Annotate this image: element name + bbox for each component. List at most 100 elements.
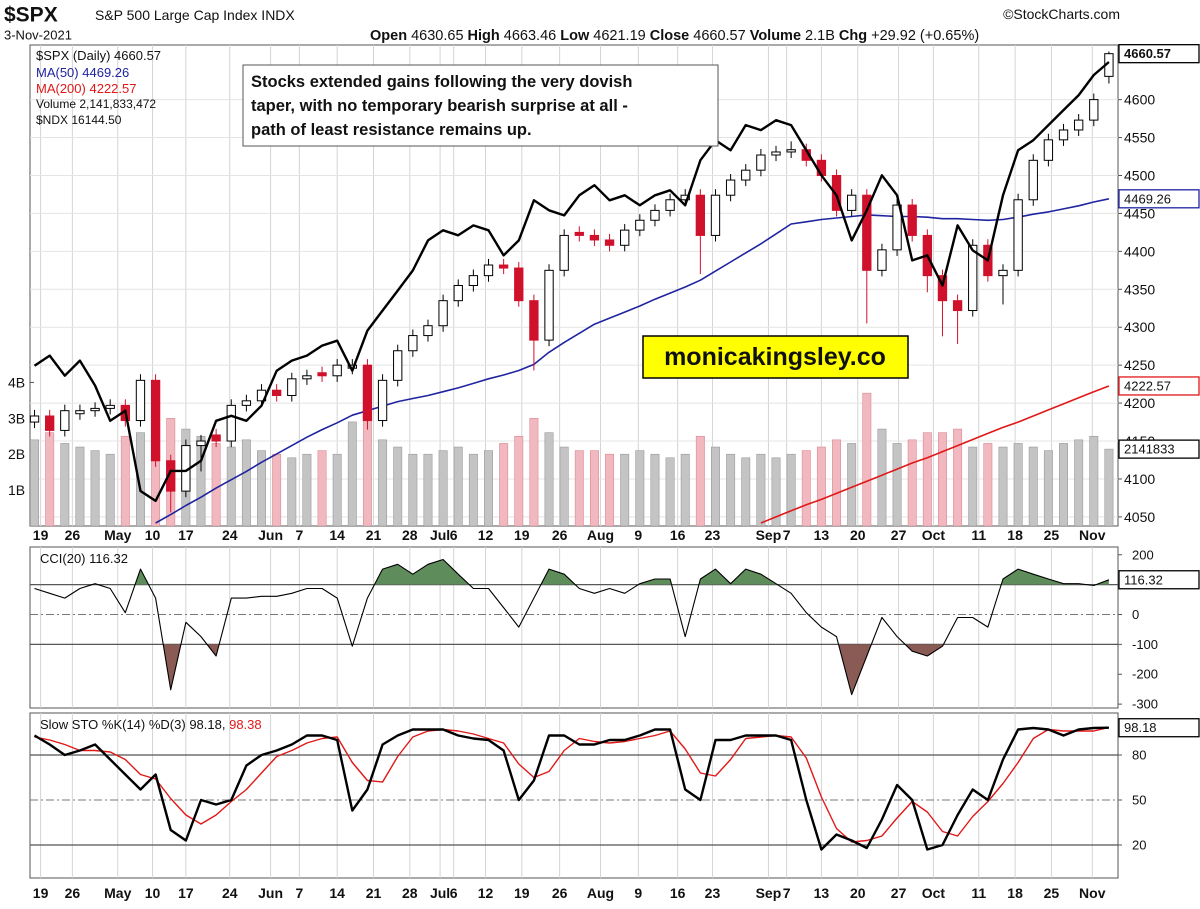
ma200-tag: 4222.57: [1124, 378, 1171, 393]
watermark: monicakingsley.co: [664, 343, 886, 371]
candle-body: [150, 379, 161, 462]
candle-body: [423, 325, 433, 337]
x-tick-label: 7: [783, 885, 791, 901]
volume-bar: [468, 453, 478, 526]
volume-bar: [332, 453, 342, 526]
indicators: [33, 558, 1110, 851]
header-value: 4663.46: [504, 28, 556, 44]
ma200-tag-box: [1118, 376, 1200, 396]
x-tick-label: 6: [450, 885, 458, 901]
volume-bar: [105, 453, 115, 526]
candle-body: [862, 194, 872, 271]
candle-body: [453, 285, 463, 302]
header-value: 4621.19: [593, 28, 645, 44]
x-tick-label: Jul: [430, 885, 450, 901]
x-tick-label: 7: [295, 885, 303, 901]
candle-body: [589, 234, 600, 241]
volume-bar: [136, 432, 145, 526]
volume-bar: [60, 443, 70, 526]
candle-body: [1058, 129, 1069, 141]
volume-bar: [226, 446, 236, 526]
annotation-line: taper, with no temporary bearish surpris…: [251, 97, 628, 115]
volume-bar: [317, 450, 327, 526]
candle-body: [408, 335, 418, 352]
legend-label: $SPX (Daily): [36, 48, 110, 63]
sto-d-line: [34, 726, 1110, 843]
candle-body: [332, 364, 342, 377]
source: ©StockCharts.com: [1003, 6, 1120, 22]
x-tick-label: 19: [514, 527, 530, 543]
candle-body: [831, 174, 842, 211]
cci-legend: CCI(20) 116.32: [40, 551, 128, 566]
volume-bar: [241, 439, 251, 526]
candle-body: [226, 404, 236, 442]
volume-bar: [650, 453, 660, 526]
x-tick-label: 12: [478, 527, 494, 543]
y-tick-label: 4600: [1124, 92, 1155, 108]
x-tick-label: 10: [145, 527, 161, 543]
candle-body: [317, 372, 327, 377]
volume-bar: [801, 450, 811, 526]
candle-body: [377, 379, 388, 422]
x-tick-label: 21: [366, 885, 382, 901]
sto-panel: [29, 712, 1119, 879]
volume-bar: [302, 453, 312, 526]
candle-body: [241, 400, 252, 406]
volume-bar: [211, 443, 221, 526]
candle-body: [559, 234, 569, 271]
candle-body: [680, 194, 690, 201]
candle-body: [620, 229, 630, 246]
candle-body: [438, 300, 448, 327]
candle-body: [968, 244, 978, 312]
ndx-line: [33, 61, 1110, 503]
x-tick-label: 9: [634, 527, 642, 543]
candle-body: [695, 194, 706, 236]
x-tick-label: 12: [478, 885, 494, 901]
x-tick-label: 27: [891, 885, 907, 901]
x-tick-label: 20: [850, 885, 866, 901]
candle-body: [635, 219, 645, 231]
x-tick-label: 10: [145, 885, 161, 901]
x-tick-label: Oct: [922, 527, 946, 543]
y-tick-label: 3B: [8, 410, 25, 426]
x-tick-label: 16: [670, 885, 686, 901]
candle-body: [650, 209, 660, 221]
volume-bar: [514, 435, 524, 526]
legend-value: 4660.57: [114, 48, 161, 63]
legend-value: 16144.50: [71, 113, 121, 127]
x-tick-label: 28: [402, 527, 418, 543]
header-value: 4630.65: [411, 28, 463, 44]
volume-bar: [665, 457, 675, 526]
volume-bar: [120, 435, 130, 526]
volume-bar: [953, 428, 963, 526]
x-tick-label: 11: [971, 885, 986, 901]
x-tick-label: 11: [971, 527, 986, 543]
candle-body: [393, 350, 403, 381]
volume-bar: [1028, 446, 1038, 526]
candle-body: [1028, 159, 1038, 201]
y-tick-label: 4050: [1124, 509, 1155, 525]
x-tick-label: Oct: [922, 885, 946, 901]
ma200-line: [760, 385, 1110, 524]
x-tick-label: 26: [65, 885, 81, 901]
volume-bar: [378, 439, 388, 526]
candle-body: [1043, 139, 1054, 161]
candle-body: [937, 275, 948, 302]
candle-body: [498, 264, 509, 269]
volume-bar: [968, 446, 978, 526]
candle-body: [1073, 119, 1084, 131]
ma50-tag-box: [1118, 189, 1200, 209]
volume-bar: [362, 414, 372, 526]
x-tick-label: Sep: [756, 527, 782, 543]
y-tick-label: 0: [1132, 607, 1139, 622]
candle-body: [105, 404, 115, 409]
cci-fill: [34, 559, 1109, 585]
candle-body: [847, 194, 857, 211]
header-label: Low: [560, 28, 590, 44]
date: 3-Nov-2021: [4, 28, 72, 43]
index-name: S&P 500 Large Cap Index INDX: [95, 7, 295, 23]
volume-bar: [907, 439, 917, 526]
volume-bar: [938, 432, 947, 526]
y-tick-label: 1B: [8, 482, 25, 498]
x-tick-label: 24: [222, 885, 238, 901]
